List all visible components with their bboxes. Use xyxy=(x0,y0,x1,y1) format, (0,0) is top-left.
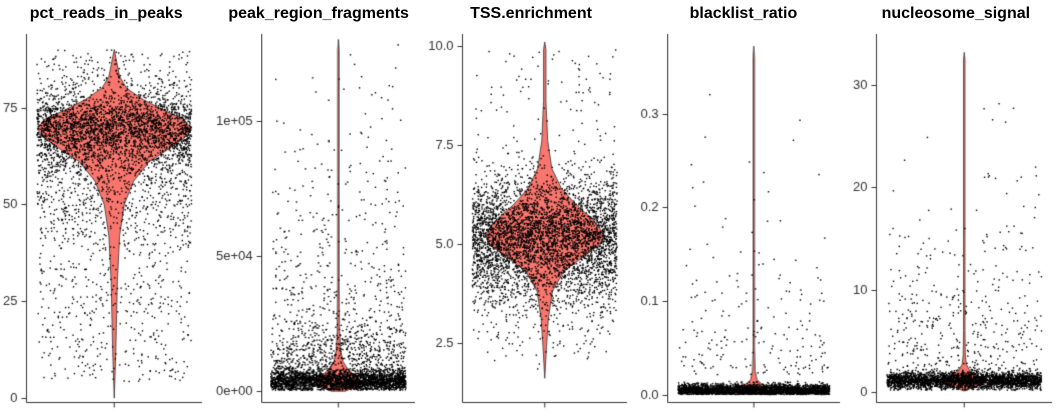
panel-blacklist-ratio: blacklist_ratio xyxy=(637,0,850,416)
panel-tss-enrichment: TSS.enrichment xyxy=(424,0,638,416)
panel-title-blacklist-ratio: blacklist_ratio xyxy=(689,5,798,22)
violin-plot-blacklist-ratio xyxy=(637,26,850,416)
panel-title-nucleosome-signal: nucleosome_signal xyxy=(881,5,1031,22)
violin-plot-tss-enrichment xyxy=(424,26,638,416)
violin-plot-pct-reads-in-peaks xyxy=(0,26,213,416)
panel-title-peak-region-fragments: peak_region_fragments xyxy=(228,5,409,22)
panel-peak-region-fragments: peak_region_fragments xyxy=(212,0,425,416)
panel-title-pct-reads-in-peaks: pct_reads_in_peaks xyxy=(29,5,183,22)
violin-plot-peak-region-fragments xyxy=(212,26,425,416)
panel-pct-reads-in-peaks: pct_reads_in_peaks xyxy=(0,0,213,416)
violin-plot-nucleosome-signal xyxy=(849,26,1062,416)
panel-nucleosome-signal: nucleosome_signal xyxy=(849,0,1062,416)
panel-title-tss-enrichment: TSS.enrichment xyxy=(470,5,592,22)
